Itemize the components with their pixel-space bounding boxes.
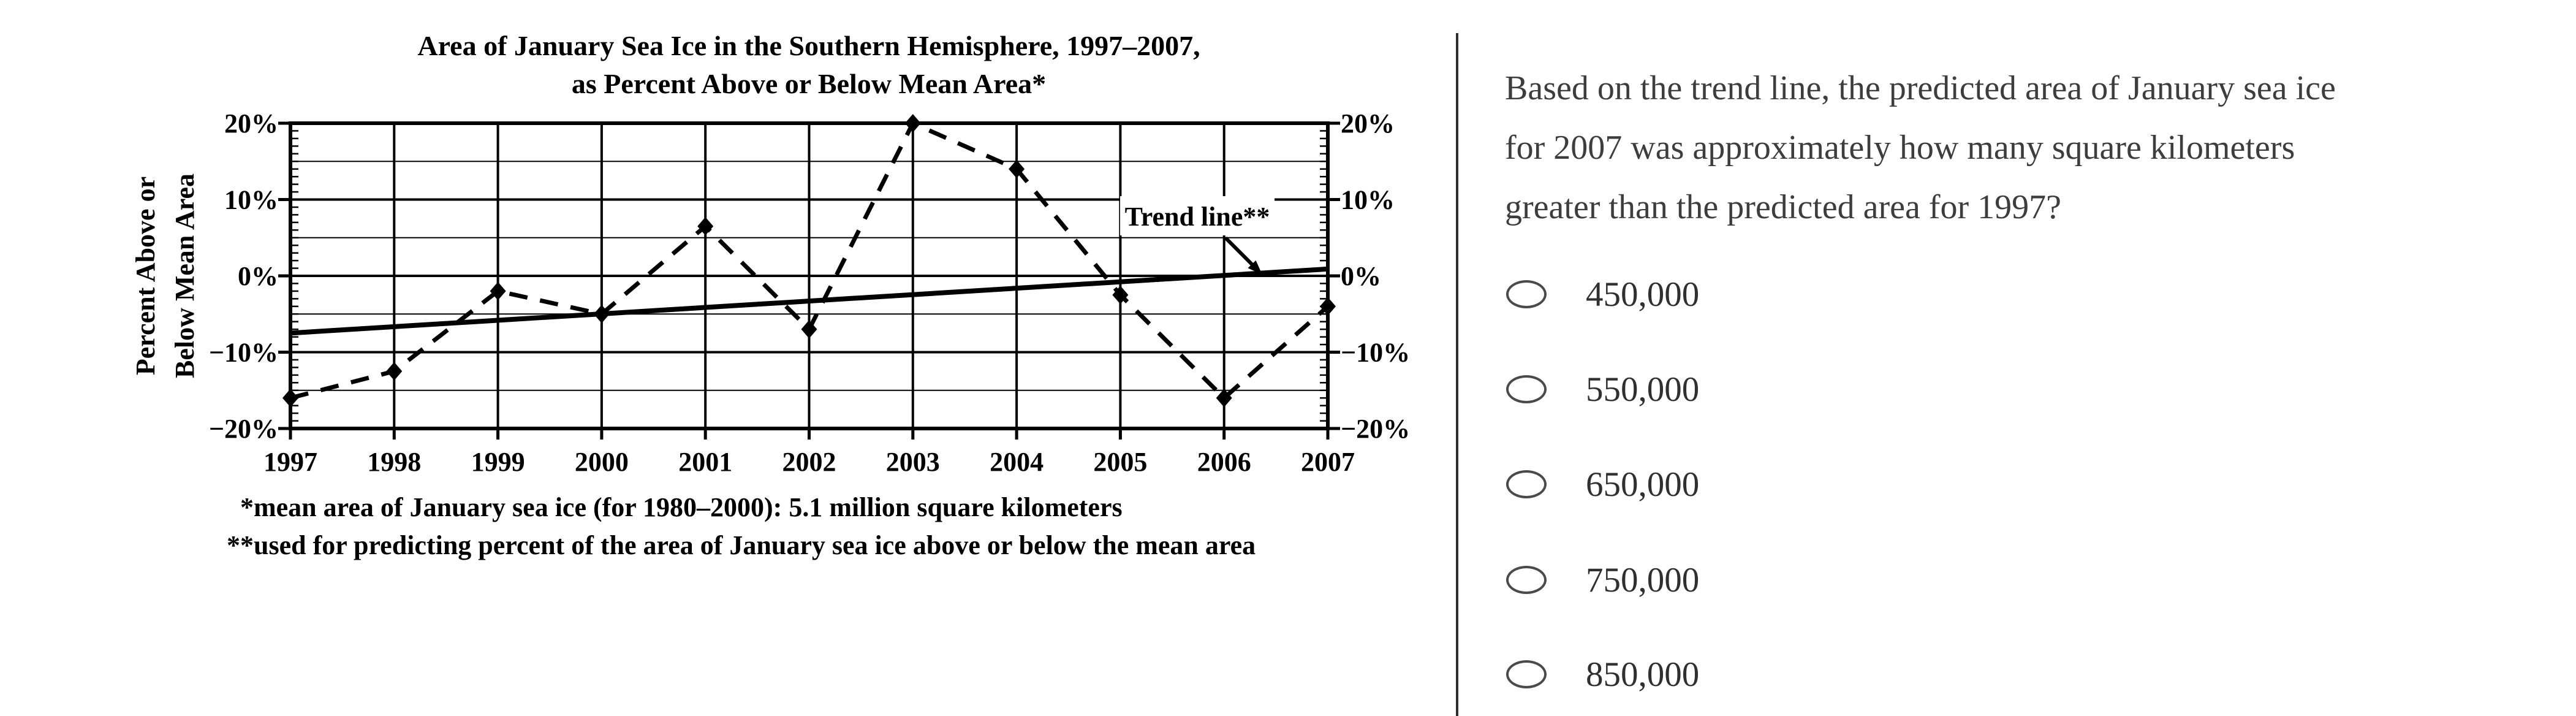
- trend-label-arrowhead-icon: [1248, 260, 1262, 275]
- option-label[interactable]: 450,000: [1586, 275, 1700, 314]
- y-tick-label-left: −20%: [209, 414, 278, 444]
- y-tick-label-left: 0%: [238, 261, 278, 291]
- panel-divider: [1456, 33, 1458, 716]
- y-axis-title-line2: Below Mean Area: [170, 173, 200, 378]
- question-line-1: Based on the trend line, the predicted a…: [1505, 69, 2336, 107]
- y-tick-label-right: 0%: [1341, 261, 1381, 291]
- data-point-marker: [697, 217, 714, 236]
- data-point-marker: [1009, 159, 1025, 178]
- chart-title-line1: Area of January Sea Ice in the Southern …: [417, 30, 1200, 61]
- x-tick-label: 2003: [886, 447, 940, 477]
- chart-footnote-mean-area: *mean area of January sea ice (for 1980–…: [240, 492, 1123, 522]
- data-point-marker: [904, 114, 921, 132]
- option-row-450000[interactable]: 450,000: [1506, 273, 1699, 316]
- data-point-marker: [386, 362, 403, 381]
- option-label[interactable]: 550,000: [1586, 370, 1700, 409]
- chart-title-line2: as Percent Above or Below Mean Area*: [572, 68, 1046, 99]
- question-line-2: for 2007 was approximately how many squa…: [1505, 129, 2295, 167]
- y-tick-label-right: −20%: [1341, 414, 1410, 444]
- radio-button-icon[interactable]: [1506, 375, 1547, 403]
- y-tick-label-right: −10%: [1341, 338, 1410, 368]
- option-row-850000[interactable]: 850,000: [1506, 653, 1699, 696]
- trend-label-arrow-line: [1224, 236, 1256, 268]
- data-point-marker: [593, 305, 610, 324]
- trend-label-background: [1120, 196, 1275, 235]
- y-axis-title-line1: Percent Above or: [131, 177, 161, 375]
- radio-button-icon[interactable]: [1506, 660, 1547, 688]
- question-line-3: greater than the predicted area for 1997…: [1505, 188, 2061, 226]
- option-label[interactable]: 750,000: [1586, 560, 1700, 600]
- x-tick-label: 2002: [782, 447, 836, 477]
- x-tick-label: 2004: [990, 447, 1044, 477]
- y-tick-label-left: −10%: [209, 338, 278, 368]
- data-point-marker: [1216, 389, 1232, 408]
- radio-button-icon[interactable]: [1506, 566, 1547, 594]
- radio-button-icon[interactable]: [1506, 280, 1547, 308]
- x-tick-label: 2006: [1197, 447, 1251, 477]
- x-tick-label: 1999: [471, 447, 525, 477]
- option-row-550000[interactable]: 550,000: [1506, 368, 1699, 411]
- trend-line-label: Trend line**: [1125, 202, 1270, 232]
- y-tick-label-left: 10%: [224, 185, 278, 215]
- option-label[interactable]: 650,000: [1586, 465, 1700, 504]
- option-row-650000[interactable]: 650,000: [1506, 463, 1699, 506]
- y-tick-label-left: 20%: [224, 109, 278, 139]
- data-point-marker: [801, 320, 817, 339]
- x-tick-label: 2005: [1093, 447, 1147, 477]
- option-label[interactable]: 850,000: [1586, 655, 1700, 694]
- x-tick-label: 2001: [678, 447, 732, 477]
- radio-button-icon[interactable]: [1506, 470, 1547, 498]
- x-tick-label: 2000: [575, 447, 629, 477]
- x-tick-label: 1998: [367, 447, 421, 477]
- y-tick-label-right: 20%: [1341, 109, 1395, 139]
- sea-ice-chart: 20% 20%10% 10%0% 0%−10% −10%−20% −20%1997 1998…: [131, 30, 1410, 560]
- data-point-marker: [490, 281, 506, 300]
- chart-panel: 20% 20% 10% 10% 0% 0% −10% −10% −20% −20% 1997 1998…: [0, 0, 1458, 588]
- trend-line: [290, 266, 1328, 336]
- option-row-750000[interactable]: 750,000: [1506, 558, 1699, 601]
- chart-footnote-trend-use: **used for predicting percent of the are…: [227, 530, 1256, 560]
- x-tick-label: 2007: [1301, 447, 1355, 477]
- question-text: Based on the trend line, the predicted a…: [1505, 59, 2510, 237]
- x-tick-label: 1997: [263, 447, 317, 477]
- y-tick-label-right: 10%: [1341, 185, 1395, 215]
- data-point-marker: [1112, 286, 1129, 305]
